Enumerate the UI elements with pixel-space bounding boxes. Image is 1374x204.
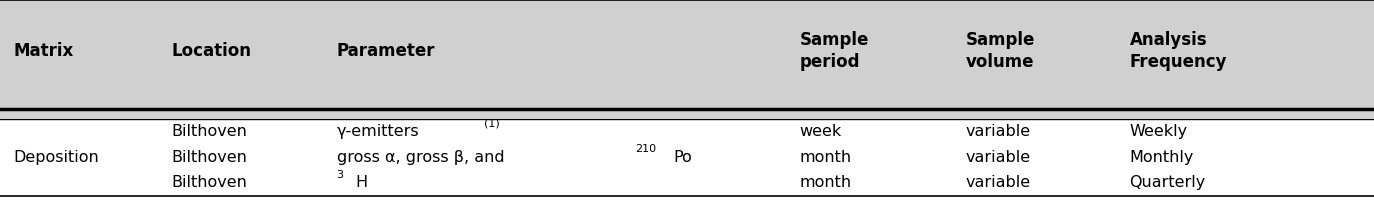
Text: Monthly: Monthly xyxy=(1129,150,1194,165)
Text: 210: 210 xyxy=(635,144,655,154)
Text: Bilthoven: Bilthoven xyxy=(172,150,247,165)
Text: month: month xyxy=(800,150,852,165)
Text: Sample
volume: Sample volume xyxy=(966,31,1035,71)
Text: variable: variable xyxy=(966,124,1030,139)
Text: Parameter: Parameter xyxy=(337,42,436,60)
Bar xyxy=(0,0,1374,118)
Text: γ-emitters: γ-emitters xyxy=(337,124,419,139)
Text: 3: 3 xyxy=(337,170,344,180)
Text: week: week xyxy=(800,124,842,139)
Text: Sample
period: Sample period xyxy=(800,31,868,71)
Text: Matrix: Matrix xyxy=(14,42,74,60)
Text: Quarterly: Quarterly xyxy=(1129,175,1205,190)
Text: gross α, gross β, and: gross α, gross β, and xyxy=(337,150,504,165)
Text: Deposition: Deposition xyxy=(14,150,99,165)
Text: Po: Po xyxy=(673,150,692,165)
Text: Analysis
Frequency: Analysis Frequency xyxy=(1129,31,1227,71)
Text: Bilthoven: Bilthoven xyxy=(172,175,247,190)
Text: Bilthoven: Bilthoven xyxy=(172,124,247,139)
Text: (1): (1) xyxy=(484,119,499,129)
Text: variable: variable xyxy=(966,150,1030,165)
Text: variable: variable xyxy=(966,175,1030,190)
Text: month: month xyxy=(800,175,852,190)
Text: Location: Location xyxy=(172,42,251,60)
Text: H: H xyxy=(356,175,368,190)
Text: Weekly: Weekly xyxy=(1129,124,1187,139)
Bar xyxy=(0,118,1374,196)
